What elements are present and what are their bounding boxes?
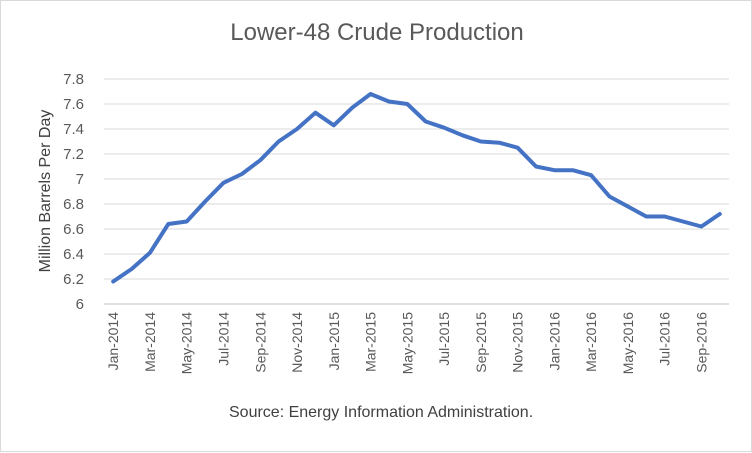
x-tick-label: Jul-2015 (436, 312, 452, 366)
y-tick-labels: 6 6.2 6.4 6.6 6.8 7 7.2 7.4 7.6 7.8 (63, 71, 84, 313)
y-tick-label: 6 (76, 296, 84, 313)
x-tick-label: Sep-2016 (693, 312, 709, 373)
x-tick-label: Mar-2014 (142, 312, 158, 372)
x-tick-label: Nov-2015 (510, 312, 526, 373)
x-tick-label: Jan-2014 (105, 312, 121, 371)
chart-title: Lower-48 Crude Production (230, 19, 524, 46)
y-tick-label: 6.8 (63, 196, 84, 213)
y-tick-label: 6.6 (63, 221, 84, 238)
x-tick-label: Nov-2014 (289, 312, 305, 373)
y-tick-label: 6.4 (63, 246, 84, 263)
x-tick-label: Sep-2015 (473, 312, 489, 373)
y-tick-label: 6.2 (63, 271, 84, 288)
source-note: Source: Energy Information Administratio… (229, 404, 534, 421)
x-tick-label: May-2016 (620, 312, 636, 374)
x-tick-label: May-2014 (179, 312, 195, 374)
x-tick-label: Jul-2014 (215, 312, 231, 366)
x-tick-label: Jan-2016 (546, 312, 562, 371)
x-tick-label: Jan-2015 (326, 312, 342, 371)
series-layer (111, 92, 722, 284)
series-line (111, 92, 722, 284)
y-tick-label: 7.8 (63, 71, 84, 88)
x-tick-label: Mar-2015 (363, 312, 379, 372)
x-tick-label: May-2015 (399, 312, 415, 374)
gridlines (104, 78, 729, 305)
y-tick-label: 7.4 (63, 121, 84, 138)
y-tick-label: 7 (76, 171, 84, 188)
x-tick-label: Jul-2016 (657, 312, 673, 366)
x-tick-label: Sep-2014 (252, 312, 268, 373)
x-tick-label: Mar-2016 (583, 312, 599, 372)
x-tick-labels: Jan-2014 Mar-2014 May-2014 Jul-2014 Sep-2014… (105, 312, 709, 374)
y-tick-label: 7.6 (63, 96, 84, 113)
y-tick-label: 7.2 (63, 146, 84, 163)
